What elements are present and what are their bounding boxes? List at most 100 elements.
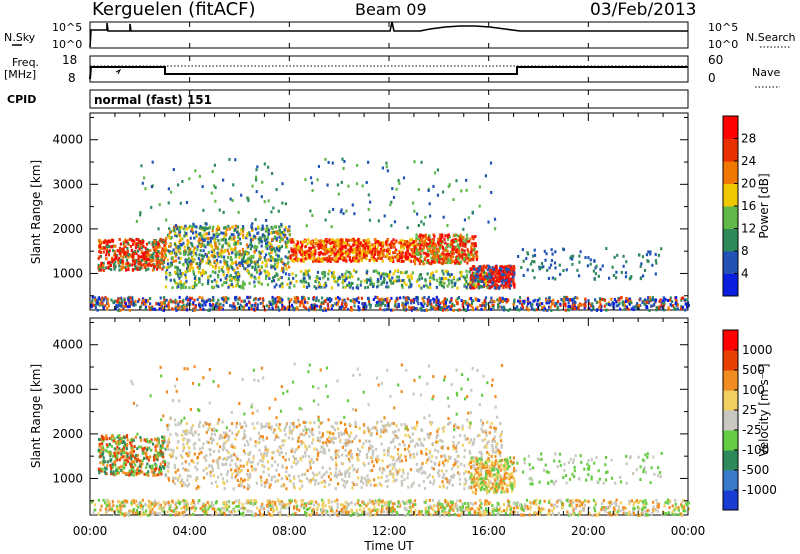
power-echo-cell	[125, 268, 128, 272]
velocity-echo-cell	[107, 444, 110, 448]
power-echo-cell	[344, 285, 348, 289]
power-echo-cell	[318, 282, 322, 286]
velocity-echo-cell	[130, 448, 133, 452]
power-echo-cell	[464, 255, 467, 259]
velocity-echo-cell	[124, 444, 127, 448]
power-echo-cell	[193, 308, 196, 312]
power-echo-cell	[462, 275, 465, 279]
power-echo-cell	[276, 265, 279, 269]
power-echo-cell	[383, 308, 386, 312]
velocity-echo-cell	[109, 451, 113, 455]
power-echo-cell	[439, 235, 442, 239]
power-echo-cell	[367, 296, 370, 300]
power-echo-cell	[335, 255, 339, 259]
power-echo-cell	[344, 305, 348, 309]
power-echo-cell	[433, 248, 436, 252]
power-echo-cell	[216, 305, 219, 309]
power-echo-cell	[117, 303, 120, 307]
power-echo-cell	[589, 258, 592, 262]
power-echo-cell	[291, 272, 294, 276]
power-echo-cell	[278, 308, 281, 312]
power-echo-cell	[207, 256, 210, 260]
power-echo-cell	[415, 279, 419, 283]
power-echo-cell	[419, 237, 422, 241]
velocity-echo-cell	[113, 437, 116, 441]
power-echo-cell	[419, 247, 422, 251]
power-echo-cell	[192, 308, 195, 312]
power-echo-cell	[342, 280, 345, 284]
power-echo-cell	[97, 296, 100, 300]
velocity-echo-cell	[115, 447, 118, 451]
power-echo-cell	[341, 238, 344, 242]
velocity-echo-field	[90, 362, 691, 518]
power-echo-cell	[548, 266, 551, 270]
power-echo-cell	[168, 227, 171, 231]
power-echo-cell	[430, 256, 433, 260]
power-echo-cell	[175, 308, 178, 312]
power-echo-cell	[185, 233, 188, 237]
power-echo-cell	[410, 242, 413, 246]
velocity-echo-cell	[126, 454, 129, 458]
power-echo-cell	[509, 282, 512, 286]
velocity-echo-cell	[147, 470, 150, 474]
power-echo-cell	[501, 300, 504, 304]
power-echo-cell	[118, 301, 121, 305]
power-echo-cell	[147, 267, 150, 271]
power-echo-cell	[103, 246, 106, 250]
power-echo-cell	[155, 242, 158, 246]
power-echo-cell	[274, 249, 277, 253]
power-echo-cell	[624, 299, 627, 303]
power-echo-cell	[184, 252, 187, 256]
power-echo-cell	[386, 300, 389, 304]
power-echo-cell	[269, 245, 272, 249]
power-echo-cell	[263, 255, 266, 259]
power-echo-cell	[567, 305, 570, 309]
power-echo-cell	[481, 280, 484, 284]
velocity-echo-cell	[112, 461, 115, 465]
power-echo-cell	[242, 259, 245, 263]
power-echo-cell	[431, 276, 434, 280]
velocity-echo-cell	[130, 460, 133, 464]
power-echo-cell	[190, 242, 193, 246]
power-echo-cell	[254, 297, 257, 301]
power-echo-cell	[295, 243, 298, 247]
velocity-echo-cell	[145, 453, 148, 457]
velocity-echo-cell	[145, 472, 148, 476]
power-echo-cell	[131, 296, 134, 300]
power-echo-cell	[98, 255, 101, 259]
power-echo-cell	[373, 257, 376, 261]
power-echo-cell	[228, 244, 231, 248]
power-echo-cell	[507, 280, 510, 284]
power-echo-cell	[331, 238, 334, 242]
power-echo-cell	[209, 239, 212, 243]
power-echo-cell	[335, 239, 338, 243]
power-echo-cell	[393, 220, 397, 224]
power-echo-cell	[628, 277, 631, 281]
power-echo-cell	[184, 250, 187, 254]
power-echo-cell	[504, 279, 507, 283]
power-echo-cell	[320, 285, 323, 289]
power-echo-cell	[207, 308, 210, 312]
power-echo-cell	[641, 300, 644, 304]
power-echo-cell	[399, 279, 402, 283]
power-echo-cell	[373, 245, 376, 249]
power-echo-cell	[104, 266, 107, 270]
velocity-echo-cell	[100, 453, 103, 457]
power-echo-cell	[341, 157, 344, 161]
power-echo-cell	[488, 280, 492, 284]
power-echo-cell	[214, 185, 217, 189]
power-echo-cell	[124, 238, 127, 242]
power-echo-cell	[322, 276, 325, 280]
power-echo-cell	[486, 276, 489, 280]
power-echo-cell	[418, 235, 421, 239]
power-echo-cell	[456, 278, 459, 282]
power-echo-cell	[445, 257, 448, 261]
power-echo-cell	[463, 249, 466, 253]
nsky-trace	[89, 21, 688, 48]
power-echo-cell	[395, 279, 399, 283]
power-echo-cell	[185, 232, 188, 236]
power-echo-cell	[270, 238, 274, 242]
power-echo-cell	[369, 276, 372, 280]
power-echo-cell	[251, 184, 254, 188]
power-echo-cell	[650, 304, 653, 308]
